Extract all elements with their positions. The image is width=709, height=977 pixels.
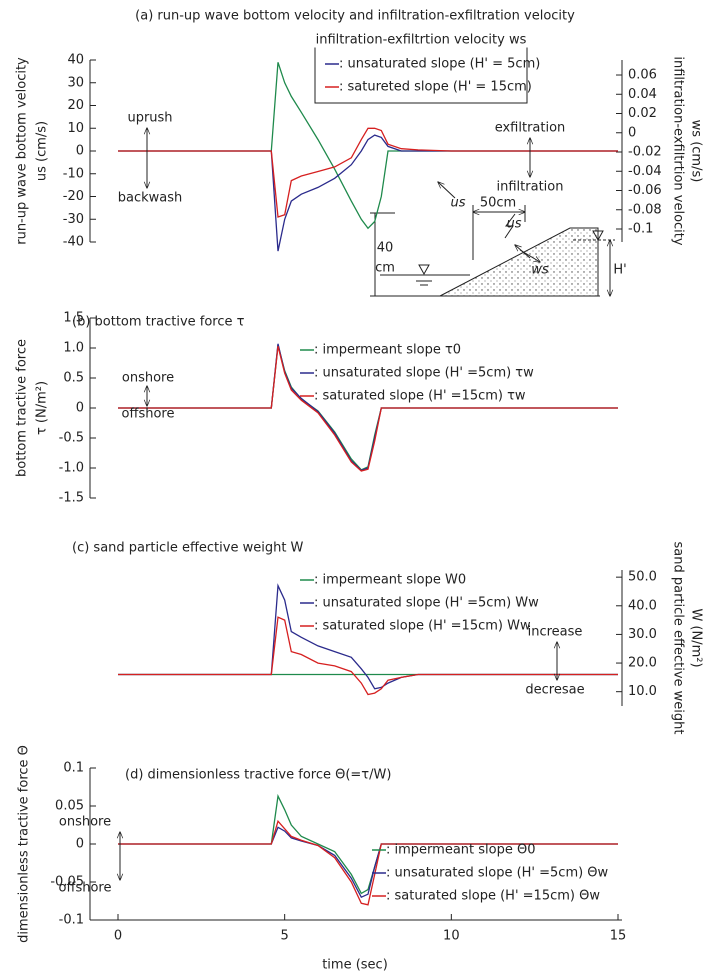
- legend-title-bg: [311, 32, 531, 48]
- annotation: 50cm: [480, 196, 516, 211]
- y2-tick-label: -0.02: [628, 145, 662, 160]
- series-line: [118, 826, 618, 899]
- x-tick-label: 5: [281, 929, 289, 944]
- legend-label: : unsaturated slope (H' = 5cm): [339, 57, 540, 72]
- annotation: 40: [377, 241, 394, 256]
- legend-label: : satureted slope (H' = 15cm): [339, 80, 532, 95]
- y-tick-label: 0: [76, 401, 84, 416]
- series-line: [118, 343, 618, 472]
- annotation: decresae: [525, 683, 584, 698]
- annotation: us: [506, 217, 521, 232]
- annotation: increase: [528, 625, 583, 640]
- y-tick-label: 40: [67, 53, 84, 68]
- y2-axis-label: ws (cm/s): [689, 120, 704, 183]
- y-tick-label: -1.5: [59, 491, 84, 506]
- x-axis-label: time (sec): [322, 958, 388, 973]
- y2-tick-label: 10.0: [628, 684, 657, 699]
- y-tick-label: 1.5: [63, 311, 84, 326]
- legend-label: : saturated slope (H' =15cm) Ww: [314, 619, 531, 634]
- y-tick-label: 0: [76, 837, 84, 852]
- annotation: onshore: [59, 815, 111, 830]
- y-tick-label: 0.5: [63, 371, 84, 386]
- y-tick-label: 1.0: [63, 341, 84, 356]
- y2-tick-label: 0.04: [628, 87, 657, 102]
- series-line: [118, 346, 618, 472]
- y-tick-label: 0.05: [55, 799, 84, 814]
- x-tick-label: 10: [443, 929, 460, 944]
- y2-axis-label: sand particle effective weight: [671, 542, 686, 735]
- annotation: offshore: [122, 407, 175, 422]
- y2-tick-label: 0.06: [628, 68, 657, 83]
- series-line: [118, 616, 618, 696]
- pointer-arrow: [438, 182, 456, 199]
- y2-tick-label: 50.0: [628, 570, 657, 585]
- legend-label: : impermeant slope W0: [314, 573, 466, 588]
- y2-axis-label: infiltration-exfiltrtion velocity: [671, 56, 686, 246]
- y2-axis-label: W (N/m²): [689, 608, 704, 667]
- series-line: [118, 127, 618, 218]
- y2-tick-label: -0.06: [628, 183, 662, 198]
- y-axis-label: run-up wave bottom velocity: [15, 57, 30, 245]
- y2-tick-label: 20.0: [628, 656, 657, 671]
- y2-tick-label: -0.1: [628, 222, 653, 237]
- y2-tick-label: 0.02: [628, 106, 657, 121]
- panel-title: (a) run-up wave bottom velocity and infi…: [135, 9, 575, 24]
- panel-title: (d) dimensionless tractive force Θ(=τ/W): [125, 768, 391, 783]
- annotation: us: [450, 196, 465, 211]
- x-tick-label: 15: [610, 929, 627, 944]
- y-tick-label: -10: [63, 166, 84, 181]
- legend-label: : unsaturated slope (H' =5cm) Θw: [386, 866, 609, 881]
- y-tick-label: -40: [63, 235, 84, 250]
- y2-tick-label: -0.08: [628, 202, 662, 217]
- y-tick-label: 10: [67, 121, 84, 136]
- annotation: offshore: [59, 881, 112, 896]
- annotation: uprush: [127, 111, 172, 126]
- y-axis-label: bottom tractive force: [15, 339, 30, 477]
- y2-tick-label: -0.04: [628, 164, 662, 179]
- annotation: ws: [531, 263, 549, 278]
- annotation: onshore: [122, 371, 174, 386]
- y-tick-label: -1.0: [59, 461, 84, 476]
- annotation: infiltration: [497, 180, 564, 195]
- y-tick-label: 0: [76, 144, 84, 159]
- y-tick-label: 0.1: [63, 761, 84, 776]
- y-tick-label: -20: [63, 189, 84, 204]
- y-tick-label: -0.05: [50, 875, 84, 890]
- y-axis-label: τ (N/m²): [35, 381, 50, 435]
- y-tick-label: -30: [63, 212, 84, 227]
- y-tick-label: 20: [67, 98, 84, 113]
- annotation: H': [613, 263, 626, 278]
- panel-title: (b) bottom tractive force τ: [72, 315, 245, 330]
- series-line: [118, 134, 618, 252]
- y-tick-label: -0.5: [59, 431, 84, 446]
- y-axis-label: us (cm/s): [35, 121, 50, 181]
- legend-label: : impermeant slope τ0: [314, 343, 461, 358]
- legend-label: : unsaturated slope (H' =5cm) Ww: [314, 596, 539, 611]
- panel-title: (c) sand particle effective weight W: [72, 541, 304, 556]
- legend-label: : saturated slope (H' =15cm) τw: [314, 389, 526, 404]
- y-axis-label: dimensionless tractive force Θ: [17, 745, 32, 943]
- y2-tick-label: 40.0: [628, 598, 657, 613]
- annotation: backwash: [118, 191, 183, 206]
- legend-title: infiltration-exfiltrtion velocity ws: [316, 33, 527, 48]
- x-tick-label: 0: [114, 929, 122, 944]
- y2-tick-label: 30.0: [628, 627, 657, 642]
- series-line: [118, 819, 618, 906]
- annotation: exfiltration: [495, 121, 566, 136]
- y-tick-label: -0.1: [59, 913, 84, 928]
- legend-label: : saturated slope (H' =15cm) Θw: [386, 889, 600, 904]
- inset-diagram: [370, 205, 615, 296]
- y-tick-label: 30: [67, 75, 84, 90]
- annotation: cm: [375, 261, 395, 276]
- legend-label: : impermeant slope Θ0: [386, 843, 535, 858]
- legend-label: : unsaturated slope (H' =5cm) τw: [314, 366, 534, 381]
- y2-tick-label: 0: [628, 125, 636, 140]
